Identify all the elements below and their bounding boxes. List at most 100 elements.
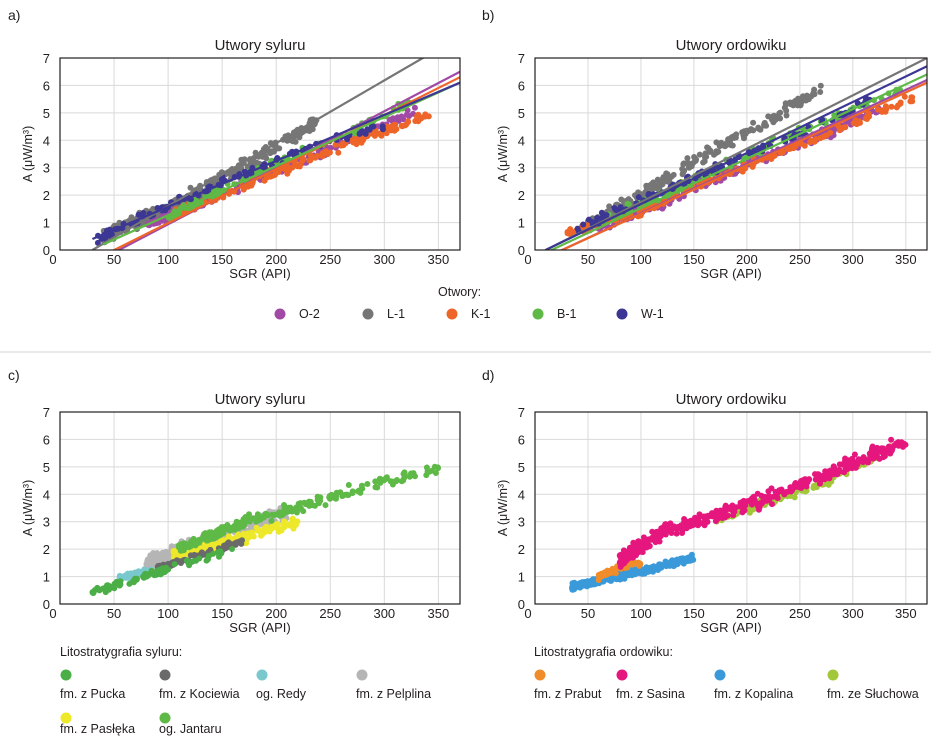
y-tick-label: 6 (43, 432, 50, 447)
data-point (297, 500, 304, 507)
legend-wells: Otwory: O-2 L-1 K-1 B-1 W-1 (274, 285, 664, 321)
data-point (810, 484, 817, 491)
data-point (268, 525, 275, 532)
data-point (328, 493, 335, 499)
legend-label: og. Redy (256, 687, 307, 701)
data-point (255, 527, 262, 534)
data-point (716, 143, 723, 150)
y-tick-label: 4 (43, 133, 50, 148)
chart-title: Utwory syluru (215, 391, 306, 408)
x-tick-label: 300 (373, 252, 395, 267)
data-point (624, 553, 631, 560)
data-point (307, 498, 314, 505)
data-point (750, 119, 757, 126)
data-point (322, 502, 329, 509)
trend-line (91, 58, 426, 250)
data-point (299, 157, 306, 164)
series-fm-z-kopalina (569, 551, 697, 593)
data-point (180, 542, 187, 549)
y-tick-label: 4 (43, 487, 50, 502)
legend-marker (446, 308, 458, 320)
x-axis-label: SGR (API) (229, 266, 290, 281)
legend-marker (274, 308, 286, 320)
y-axis-label: A (μW/m³) (496, 126, 510, 183)
data-point (908, 94, 915, 101)
data-point (789, 487, 796, 494)
data-point (357, 130, 364, 137)
data-point (589, 219, 596, 226)
data-point (888, 436, 895, 443)
data-point (817, 82, 824, 89)
data-point (667, 520, 674, 527)
data-point (187, 184, 194, 191)
data-point (875, 448, 882, 455)
data-point (826, 475, 833, 481)
data-point (662, 558, 669, 565)
x-tick-label: 50 (581, 252, 595, 267)
data-point (240, 530, 247, 537)
data-point (364, 481, 371, 487)
data-point (630, 552, 637, 559)
legend-marker (356, 669, 368, 681)
data-point (567, 228, 574, 235)
data-point (242, 518, 249, 525)
y-tick-label: 5 (518, 460, 525, 475)
y-tick-label: 0 (43, 243, 50, 258)
legend-marker (60, 669, 72, 681)
data-point (617, 563, 624, 570)
data-point (281, 518, 288, 525)
data-point (675, 523, 682, 530)
data-point (815, 471, 822, 478)
panel-letter-b: b) (482, 7, 494, 23)
data-point (332, 141, 339, 148)
y-tick-label: 4 (518, 133, 525, 148)
data-point (769, 501, 775, 508)
data-point (598, 209, 605, 216)
data-point (150, 550, 157, 557)
legend-ordovician-title: Litostratygrafia ordowiku: (534, 645, 673, 659)
y-tick-label: 3 (43, 515, 50, 530)
legend-item: og. Jantaru (159, 712, 222, 736)
data-point (820, 133, 827, 140)
data-point (702, 154, 708, 161)
chart-title: Utwory ordowiku (676, 391, 787, 408)
data-point (211, 535, 217, 542)
data-point (629, 561, 636, 568)
data-point (670, 171, 677, 178)
data-point (410, 470, 417, 477)
data-point (333, 495, 339, 502)
data-point (135, 568, 142, 575)
legend-item: fm. z Kopalina (714, 669, 793, 701)
x-axis-label: SGR (API) (700, 266, 761, 281)
data-point (788, 101, 794, 108)
data-point (842, 455, 849, 462)
trend-line (111, 76, 460, 250)
data-point (349, 138, 356, 145)
data-point (691, 154, 698, 160)
legend-marker (532, 308, 544, 320)
data-point (857, 119, 863, 126)
data-point (577, 583, 584, 590)
data-point (791, 494, 798, 501)
data-point (624, 200, 631, 207)
data-point (722, 141, 729, 147)
y-tick-label: 1 (518, 570, 525, 585)
legend-label: fm. z Kopalina (714, 687, 793, 701)
data-point (654, 185, 661, 192)
data-point (296, 163, 303, 170)
data-point (842, 124, 849, 131)
data-point (612, 570, 619, 577)
data-point (849, 465, 855, 472)
data-point (340, 140, 347, 147)
data-point (882, 451, 888, 457)
data-point (882, 103, 889, 110)
legend-label: O-2 (299, 307, 320, 321)
data-point (796, 101, 803, 108)
data-point (666, 176, 673, 183)
data-point (210, 542, 217, 548)
data-point (238, 540, 245, 547)
data-point (337, 489, 344, 496)
data-point (850, 120, 857, 127)
data-point (148, 567, 155, 574)
